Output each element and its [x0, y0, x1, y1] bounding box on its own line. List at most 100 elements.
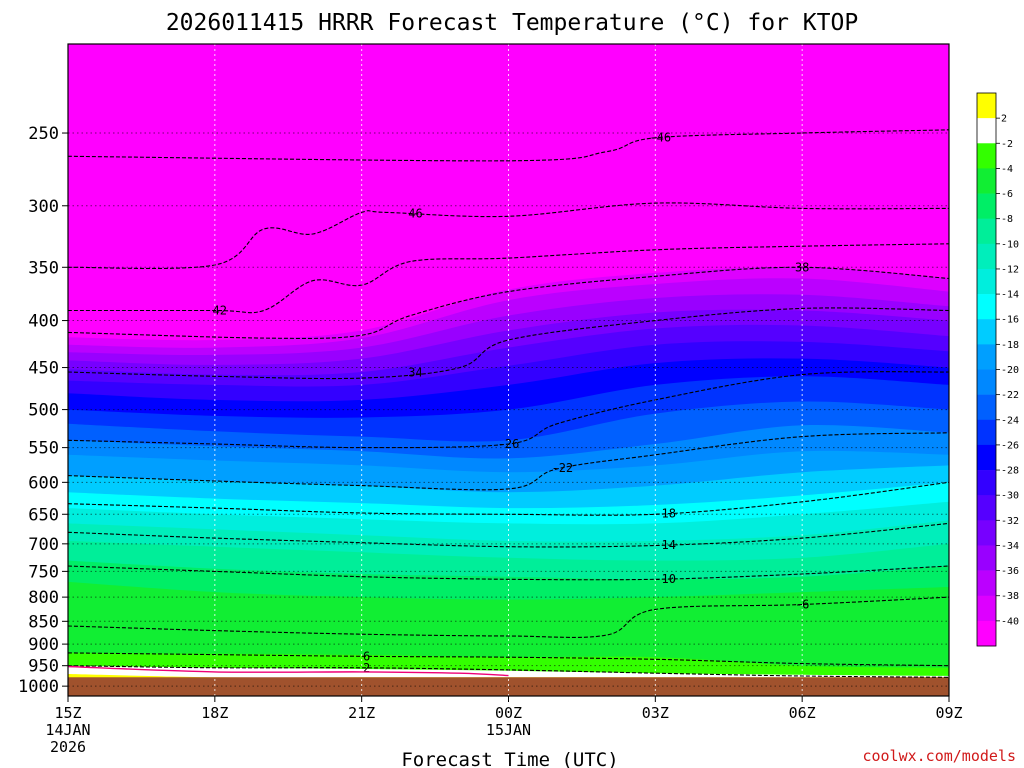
- colorbar-swatch: [977, 444, 996, 471]
- contour-line: [68, 665, 949, 678]
- colorbar-label: -38: [1001, 591, 1019, 602]
- contour-line: [68, 243, 949, 314]
- y-axis-ticks: 250 300 350 400 450 500 550 600 650 700 750 800 850 9…: [18, 124, 68, 697]
- x-tick-label: 03Z: [642, 704, 669, 722]
- colorbar-label: -20: [1001, 365, 1019, 376]
- colorbar-swatch: [977, 193, 996, 219]
- contour-line: [68, 522, 949, 548]
- colorbar-label: -34: [1001, 541, 1019, 552]
- freezing-line: [68, 665, 509, 677]
- colorbar-swatch: [977, 545, 996, 571]
- grid-lines: [68, 44, 949, 696]
- colorbar-label: -32: [1001, 516, 1019, 527]
- chart-title: 2026011415 HRRR Forecast Temperature (°C…: [166, 10, 858, 36]
- colorbar-swatch: [977, 243, 996, 270]
- contour-line: [68, 596, 949, 638]
- contour-label: -14: [654, 538, 676, 552]
- contour-label: -26: [498, 437, 520, 451]
- colorbar-label: -14: [1001, 290, 1019, 301]
- colorbar-label: -22: [1001, 390, 1019, 401]
- y-tick-label: 450: [28, 359, 59, 379]
- x-tick-label: 18Z: [201, 704, 228, 722]
- y-tick-label: 600: [28, 473, 59, 493]
- colorbar-label: -8: [1001, 214, 1013, 225]
- contour-line: [68, 432, 949, 491]
- contour-label: -18: [654, 506, 676, 520]
- x-tick-label: 14JAN: [45, 721, 90, 739]
- colorbar-label: -12: [1001, 264, 1019, 275]
- colorbar-swatch: [977, 394, 996, 421]
- colorbar-label: -40: [1001, 616, 1019, 627]
- y-tick-label: 350: [28, 258, 59, 278]
- y-tick-label: 850: [28, 612, 59, 632]
- colorbar-swatch: [977, 470, 996, 496]
- contour-label: -46: [649, 131, 671, 145]
- colorbar-label: -18: [1001, 340, 1019, 351]
- contour-label: 42: [213, 303, 227, 317]
- colorbar-label: -6: [1001, 189, 1013, 200]
- colorbar-swatch: [977, 143, 996, 169]
- y-tick-label: 900: [28, 635, 59, 655]
- colorbar-swatch: [977, 620, 996, 647]
- contour-line: [68, 307, 949, 380]
- contour-line: [68, 652, 949, 667]
- y-tick-label: 1000: [18, 677, 59, 697]
- contour-label: -22: [551, 461, 573, 475]
- y-tick-label: 250: [28, 124, 59, 144]
- contour-line: [68, 129, 949, 162]
- y-tick-label: 650: [28, 505, 59, 525]
- colorbar-swatch: [977, 570, 996, 597]
- colorbar-label: -4: [1001, 164, 1013, 175]
- x-tick-label: 09Z: [935, 704, 962, 722]
- contour-label: 46: [408, 206, 422, 220]
- colorbar-label: -30: [1001, 491, 1019, 502]
- y-tick-label: 750: [28, 562, 59, 582]
- colorbar-swatch: [977, 168, 996, 194]
- plot-area: 46 -46 42 38 34 -26 -22 -18 -14 -10 -6 62: [68, 44, 949, 696]
- credit-link[interactable]: coolwx.com/models: [862, 747, 1016, 765]
- x-axis-label: Forecast Time (UTC): [401, 749, 618, 768]
- y-tick-label: 700: [28, 535, 59, 555]
- colorbar-label: 2: [1001, 114, 1007, 125]
- contour-line: [68, 371, 949, 449]
- y-tick-label: 400: [28, 312, 59, 332]
- contour-line: [68, 565, 949, 581]
- colorbar-swatch: [977, 93, 996, 119]
- colorbar-swatch: [977, 520, 996, 546]
- y-tick-label: 300: [28, 197, 59, 217]
- x-tick-label: 00Z: [495, 704, 522, 722]
- colorbar-swatch: [977, 419, 996, 446]
- contour-line: [68, 481, 949, 516]
- x-tick-label: 15Z: [54, 704, 81, 722]
- contour-label: 2: [363, 661, 370, 675]
- x-tick-label: 06Z: [789, 704, 816, 722]
- x-tick-label: 21Z: [348, 704, 375, 722]
- y-tick-label: 800: [28, 588, 59, 608]
- x-tick-label: 15JAN: [486, 721, 531, 739]
- colorbar-swatch: [977, 294, 996, 320]
- contour-line: [68, 266, 949, 339]
- contour-line: [68, 202, 949, 269]
- colorbar-label: -36: [1001, 566, 1019, 577]
- colorbar-swatch: [977, 595, 996, 622]
- colorbar-swatch: [977, 369, 996, 395]
- contour-label: 38: [795, 260, 809, 274]
- y-tick-label: 500: [28, 401, 59, 421]
- colorbar-label: -26: [1001, 440, 1019, 451]
- colorbar-label: -10: [1001, 239, 1019, 250]
- y-tick-label: 950: [28, 657, 59, 677]
- colorbar-swatch: [977, 344, 996, 370]
- colorbar-swatch: [977, 319, 996, 345]
- colorbar-label: -28: [1001, 466, 1019, 477]
- colorbar-label: -2: [1001, 139, 1013, 150]
- colorbar: 2 -2 -4 -6 -8 -10 -12 -14 -16 -18 -20 -22 -24 -26 -28 -…: [976, 92, 1019, 647]
- contour-label: 6: [363, 649, 370, 663]
- contour-label: 34: [408, 365, 422, 379]
- ground-below-surface: [68, 677, 949, 696]
- colorbar-label: -24: [1001, 415, 1019, 426]
- contour-label: -6: [795, 598, 809, 612]
- y-tick-label: 550: [28, 439, 59, 459]
- contour-label: -10: [654, 572, 676, 586]
